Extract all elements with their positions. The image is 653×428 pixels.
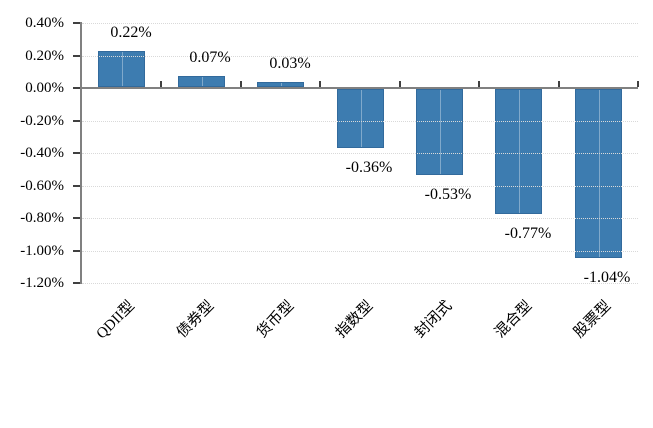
y-axis-tick-label: -0.20% bbox=[20, 113, 64, 129]
data-label: -0.77% bbox=[504, 225, 552, 242]
y-axis-line bbox=[80, 22, 82, 284]
x-axis-category-label-text: 混合型 bbox=[492, 298, 536, 342]
y-axis-tick-label: -0.80% bbox=[20, 210, 64, 226]
gridline bbox=[82, 56, 638, 57]
y-axis-tick-label: -1.20% bbox=[20, 275, 64, 291]
y-axis-tick-label: 0.00% bbox=[25, 80, 64, 96]
gridline bbox=[82, 186, 638, 187]
bar-center-highlight bbox=[201, 77, 203, 86]
bar-指数型 bbox=[337, 89, 384, 148]
bar-center-highlight bbox=[360, 90, 362, 147]
bar-center-highlight bbox=[439, 90, 441, 174]
y-axis-tick-label: -0.40% bbox=[20, 145, 64, 161]
y-axis-tick-mark bbox=[73, 120, 80, 122]
bar-封闭式 bbox=[416, 89, 463, 175]
x-axis-category-label-text: 股票型 bbox=[571, 298, 615, 342]
bar-center-highlight bbox=[598, 90, 600, 257]
y-axis-tick-mark bbox=[73, 250, 80, 252]
x-axis-zero-line bbox=[80, 87, 638, 89]
x-axis-tick-mark bbox=[558, 81, 560, 87]
x-axis-tick-mark bbox=[160, 81, 162, 87]
data-label: 0.03% bbox=[269, 55, 311, 72]
x-axis-tick-mark bbox=[319, 81, 321, 87]
bar-QDII型 bbox=[98, 51, 145, 87]
y-axis-tick-label: -0.60% bbox=[20, 178, 64, 194]
y-axis-tick-mark bbox=[73, 87, 80, 89]
x-axis-category-label-text: 指数型 bbox=[333, 298, 377, 342]
y-axis-tick-mark bbox=[73, 22, 80, 24]
bar-center-highlight bbox=[280, 83, 282, 86]
x-axis-category-label-text: 封闭式 bbox=[412, 298, 456, 342]
bar-混合型 bbox=[495, 89, 542, 214]
x-axis-tick-mark bbox=[478, 81, 480, 87]
bar-center-highlight bbox=[121, 52, 123, 86]
y-axis-tick-label: 0.20% bbox=[25, 48, 64, 64]
y-axis-tick-mark bbox=[73, 185, 80, 187]
x-axis-category-label-text: QDII型 bbox=[94, 298, 139, 343]
gridline bbox=[82, 218, 638, 219]
data-label: -0.53% bbox=[424, 186, 472, 203]
bar-债券型 bbox=[178, 76, 225, 87]
y-axis-tick-mark bbox=[73, 217, 80, 219]
gridline bbox=[82, 251, 638, 252]
y-axis-tick-mark bbox=[73, 55, 80, 57]
x-axis-category-label-text: 债券型 bbox=[174, 298, 218, 342]
y-axis-tick-label: -1.00% bbox=[20, 243, 64, 259]
gridline bbox=[82, 153, 638, 154]
y-axis-tick-mark bbox=[73, 282, 80, 284]
bar-股票型 bbox=[575, 89, 622, 258]
x-axis-tick-mark bbox=[637, 81, 639, 87]
x-axis-tick-mark bbox=[399, 81, 401, 87]
gridline bbox=[82, 121, 638, 122]
y-axis-tick-label: 0.40% bbox=[25, 15, 64, 31]
bar-货币型 bbox=[257, 82, 304, 87]
data-label: -0.36% bbox=[345, 159, 393, 176]
data-label: 0.22% bbox=[110, 24, 152, 41]
x-axis-category-label-text: 货币型 bbox=[254, 298, 298, 342]
data-label: -1.04% bbox=[583, 269, 631, 286]
gridline bbox=[82, 23, 638, 24]
data-label: 0.07% bbox=[189, 49, 231, 66]
y-axis-tick-mark bbox=[73, 152, 80, 154]
gridline bbox=[82, 283, 638, 284]
x-axis-tick-mark bbox=[240, 81, 242, 87]
bar-center-highlight bbox=[518, 90, 520, 213]
